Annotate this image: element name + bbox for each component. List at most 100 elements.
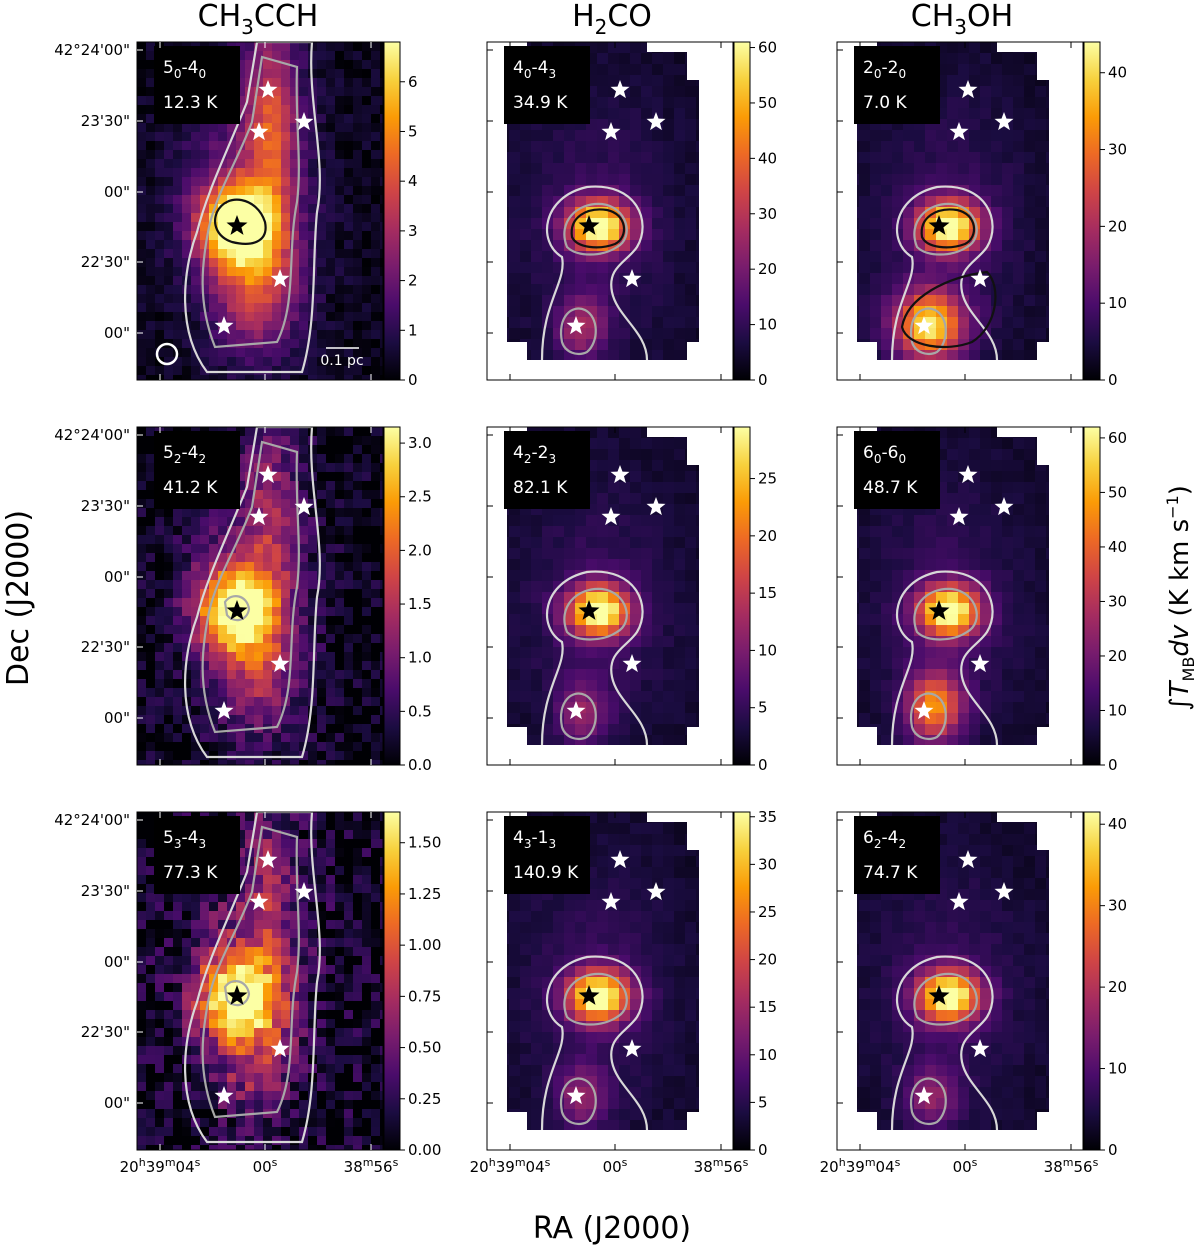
axes-ticks — [137, 427, 372, 765]
y-tick-label: 22'30" — [81, 1023, 130, 1041]
source-star-icon — [294, 497, 314, 516]
source-star-icon — [249, 892, 269, 911]
source-star-icon — [958, 80, 978, 99]
source-star-icon — [566, 316, 586, 335]
main-source-star-icon — [578, 985, 600, 1005]
colorbar-tick-label: 25 — [758, 470, 777, 488]
colorbar-tick-label: 40 — [1108, 64, 1127, 82]
source-star-icon — [994, 882, 1014, 901]
source-star-icon — [958, 850, 978, 869]
y-tick-label: 23'30" — [81, 497, 130, 515]
panel-r2c1: 52-42 41.2 K 42°24'00" 23'30" 00" 22'30" 00" 0.… — [54, 426, 432, 774]
x-tick-label: 00s — [953, 1156, 978, 1176]
panel-r1c2: 40-43 34.9 K 0 10 20 30 40 50 60 — [486, 39, 777, 389]
colorbar-tick-label: 15 — [758, 998, 777, 1016]
x-tick-label: 20h39m04s — [120, 1156, 201, 1176]
source-star-icon — [294, 112, 314, 131]
source-markers — [214, 80, 314, 335]
contours — [890, 955, 999, 1131]
colorbar-tick-label: 50 — [1108, 483, 1127, 501]
energy-label: 48.7 K — [863, 478, 918, 498]
colorbar-tick-label: 1.25 — [408, 885, 441, 903]
energy-label: 82.1 K — [513, 478, 568, 498]
energy-label: 7.0 K — [863, 93, 907, 113]
colorbar: 0 1 2 3 4 5 6 — [383, 41, 418, 389]
colorbar-tick-label: 30 — [758, 855, 777, 873]
colorbar: 0.00 0.25 0.50 0.75 1.00 1.25 1.50 — [383, 811, 441, 1159]
axes-frame — [136, 426, 384, 766]
colorbar-tick-label: 0.25 — [408, 1090, 441, 1108]
source-star-icon — [294, 882, 314, 901]
source-star-icon — [970, 654, 990, 673]
transition-label: 20-20 — [863, 58, 906, 81]
panel-r3c2: 43-13 140.9 K 20h39m04s 00s 38m56s 0 5 10 15 20 25… — [470, 808, 777, 1176]
y-tick-label: 00" — [104, 183, 130, 201]
transition-label: 50-40 — [163, 58, 206, 81]
energy-label: 34.9 K — [513, 93, 568, 113]
source-star-icon — [646, 112, 666, 131]
x-tick-label: 00s — [603, 1156, 628, 1176]
contours — [890, 570, 999, 746]
colorbar-tick-label: 35 — [758, 808, 777, 826]
colorbar-label: ∫TMBdv (K km s−1) — [1163, 485, 1198, 711]
source-star-icon — [270, 269, 290, 288]
panel-label: 52-42 41.2 K — [154, 431, 240, 509]
transition-label: 40-43 — [513, 58, 556, 81]
source-star-icon — [601, 892, 621, 911]
y-tick-label: 42°24'00" — [54, 41, 130, 59]
panel-label: 40-43 34.9 K — [504, 46, 590, 124]
transition-label: 43-13 — [513, 828, 556, 851]
panel-r2c2: 42-23 82.1 K 0 5 10 15 20 25 — [486, 426, 777, 774]
colorbar-tick-label: 25 — [758, 903, 777, 921]
intensity-map — [137, 427, 383, 765]
energy-label: 12.3 K — [163, 93, 218, 113]
panels-root: 50-40 12.3 K 42°24'00" 23'30" 00" 22'30" 00" 0.… — [54, 39, 1127, 1176]
energy-label: 41.2 K — [163, 478, 218, 498]
transition-label: 52-42 — [163, 443, 206, 466]
axes-ticks — [487, 427, 722, 765]
colorbar-tick-label: 1.0 — [408, 649, 432, 667]
colorbar-tick-label: 40 — [1108, 538, 1127, 556]
colorbar-tick-label: 15 — [758, 584, 777, 602]
colorbar: 0 10 20 30 40 50 60 — [1083, 426, 1127, 774]
colorbar-tick-label: 60 — [758, 39, 777, 57]
source-star-icon — [994, 497, 1014, 516]
colorbar-tick-label: 10 — [1108, 701, 1127, 719]
main-source-star-icon — [578, 600, 600, 620]
column-title-ch3oh: CH3OH — [911, 0, 1013, 39]
main-source-star-icon — [226, 215, 248, 235]
colorbar-tick-label: 40 — [758, 149, 777, 167]
main-source-star-icon — [578, 215, 600, 235]
panel-r1c1: 50-40 12.3 K 42°24'00" 23'30" 00" 22'30" 00" 0.… — [54, 41, 417, 389]
colorbar-tick-label: 0.0 — [408, 756, 432, 774]
source-star-icon — [610, 465, 630, 484]
colorbar: 0 10 20 30 40 — [1083, 41, 1127, 389]
colorbar: 0 5 10 15 20 25 — [733, 426, 777, 774]
axes-frame — [136, 811, 384, 1151]
x-tick-label: 38m56s — [694, 1156, 749, 1176]
colorbar-tick-label: 40 — [1108, 815, 1127, 833]
axes-ticks — [837, 42, 1072, 380]
source-star-icon — [914, 1086, 934, 1105]
panel-r1c3: 20-20 7.0 K 0 10 20 30 40 — [836, 41, 1127, 389]
source-star-icon — [622, 654, 642, 673]
colorbar-tick-label: 60 — [1108, 429, 1127, 447]
colorbar: 0.0 0.5 1.0 1.5 2.0 2.5 3.0 — [383, 426, 432, 774]
colorbar-tick-label: 0 — [758, 371, 768, 389]
axes-frame — [836, 811, 1084, 1151]
source-star-icon — [258, 465, 278, 484]
axes-ticks — [487, 812, 722, 1150]
source-markers — [214, 465, 314, 720]
colorbar: 0 5 10 15 20 25 30 35 — [733, 808, 777, 1159]
colorbar-tick-label: 10 — [1108, 294, 1127, 312]
colorbar-tick-label: 0 — [1108, 756, 1118, 774]
source-star-icon — [970, 1039, 990, 1058]
panel-r3c1: 53-43 77.3 K 42°24'00" 23'30" 00" 22'30" 00" 20… — [54, 811, 441, 1176]
colorbar-tick-label: 30 — [1108, 592, 1127, 610]
energy-label: 140.9 K — [513, 863, 579, 883]
source-markers — [914, 850, 1014, 1105]
colorbar-tick-label: 0 — [408, 371, 418, 389]
x-tick-label: 38m56s — [1044, 1156, 1099, 1176]
colorbar-tick-label: 30 — [1108, 141, 1127, 159]
colorbar-tick-label: 30 — [1108, 897, 1127, 915]
